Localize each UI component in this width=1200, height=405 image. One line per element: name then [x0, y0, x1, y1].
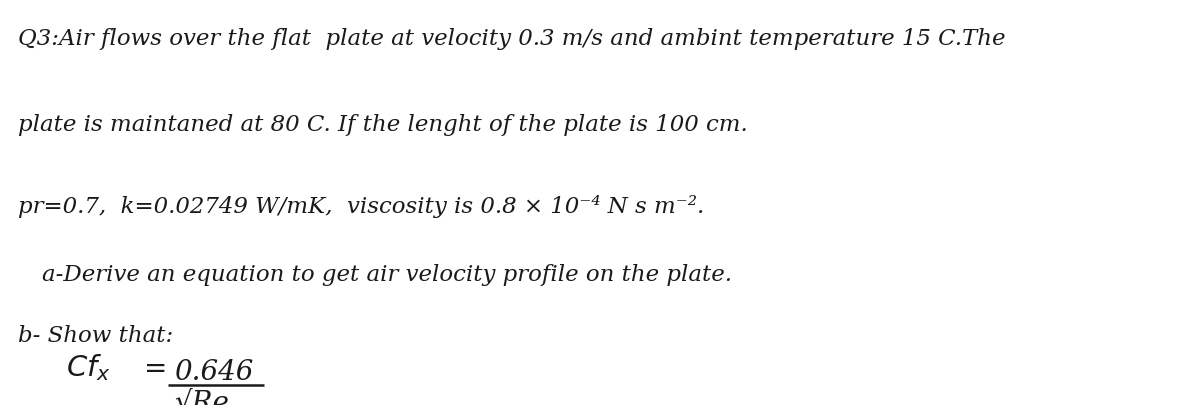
Text: b- Show that:: b- Show that:: [18, 324, 173, 346]
Text: plate is maintaned at 80 C. If the lenght of the plate is 100 cm.: plate is maintaned at 80 C. If the lengh…: [18, 113, 748, 135]
Text: 0.646: 0.646: [174, 358, 253, 386]
Text: a-Derive an equation to get air velocity profile on the plate.: a-Derive an equation to get air velocity…: [42, 263, 732, 285]
Text: $\mathit{Cf}_{\mathit{x}}$: $\mathit{Cf}_{\mathit{x}}$: [66, 351, 110, 382]
Text: √Re: √Re: [174, 389, 229, 405]
Text: pr=0.7,  k=0.02749 W/mK,  viscosity is 0.8 × 10⁻⁴ N s m⁻². ​: pr=0.7, k=0.02749 W/mK, viscosity is 0.8…: [18, 194, 712, 217]
Text: Q3:Air flows over the flat  plate at velocity 0.3 m/s and ambint temperature 15 : Q3:Air flows over the flat plate at velo…: [18, 28, 1006, 50]
Text: $=$: $=$: [138, 353, 166, 380]
